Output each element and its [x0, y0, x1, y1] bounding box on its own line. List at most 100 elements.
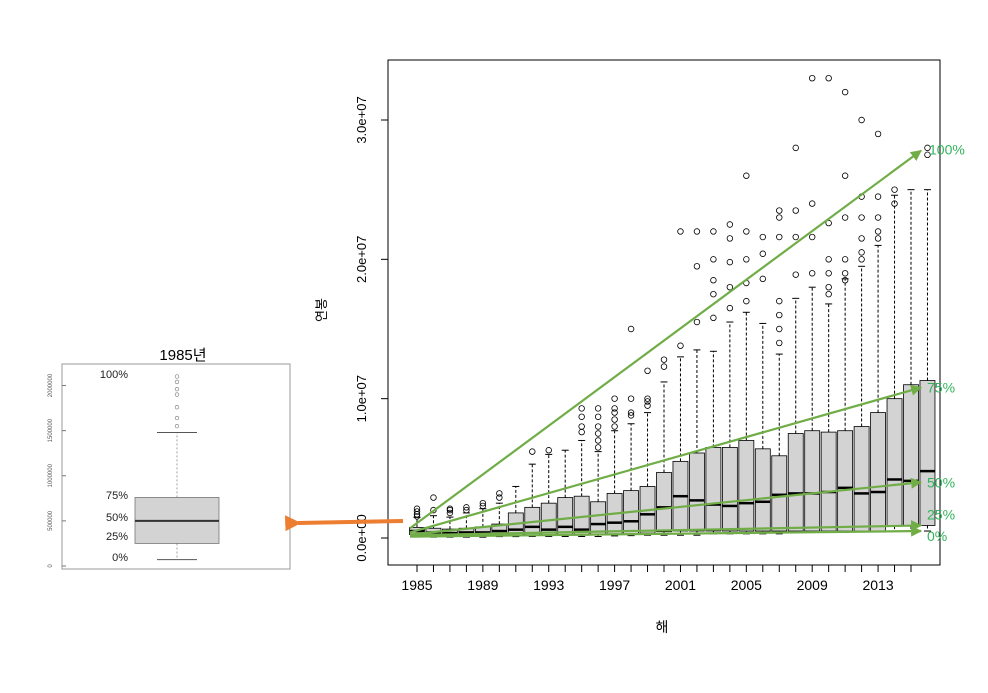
- inset-outlier-point: [174, 415, 180, 421]
- outlier-point: [578, 428, 585, 436]
- outlier-point: [677, 228, 684, 235]
- outlier-point: [578, 423, 585, 430]
- box-body: [886, 398, 903, 527]
- box-body: [919, 380, 936, 526]
- box-body: [820, 431, 837, 532]
- x-tick-label: 1989: [467, 577, 498, 593]
- outlier-point: [726, 221, 734, 228]
- outlier-point: [496, 490, 503, 497]
- outlier-point: [726, 235, 734, 242]
- outlier-point: [825, 270, 832, 277]
- outlier-point: [825, 219, 832, 227]
- box-body: [771, 455, 788, 532]
- outlier-point: [841, 277, 849, 284]
- outlier-point: [479, 499, 487, 507]
- outlier-point: [776, 207, 783, 214]
- box-2011: [837, 88, 854, 533]
- box-body: [870, 412, 886, 532]
- box-body: [837, 430, 854, 532]
- box-body: [787, 433, 804, 532]
- inset-outlier-point: [174, 379, 180, 385]
- box-body: [689, 452, 705, 532]
- outlier-point: [413, 508, 421, 515]
- box-2003: [705, 228, 722, 535]
- outlier-point: [891, 200, 898, 207]
- outlier-point: [413, 505, 421, 512]
- outlier-point: [825, 256, 832, 263]
- inset-outlier-point: [174, 423, 180, 429]
- trend-label: 0%: [927, 528, 947, 544]
- x-tick-label: 2005: [731, 577, 762, 593]
- box-1990: [491, 490, 508, 538]
- box-body: [557, 497, 574, 536]
- y-tick-label: 3.0e+07: [354, 96, 369, 143]
- inset-quantile-label: 25%: [106, 531, 128, 543]
- inset-outlier-point: [174, 386, 180, 392]
- box-2004: [721, 221, 738, 535]
- outlier-point: [446, 505, 454, 512]
- trend-lines: 100% 75% 50% 25% 0%: [409, 142, 965, 544]
- outlier-point: [858, 256, 865, 263]
- outlier-point: [578, 405, 585, 412]
- box-1988: [458, 504, 475, 538]
- box-2013: [870, 130, 886, 532]
- trend-line-25pct: [409, 520, 923, 537]
- outlier-point: [776, 297, 783, 305]
- outlier-point: [743, 228, 750, 235]
- inset-outlier-point: [174, 392, 180, 397]
- main-boxes: [409, 74, 936, 538]
- outlier-point: [924, 144, 931, 152]
- box-1993: [540, 447, 557, 537]
- outlier-point: [776, 214, 783, 221]
- outlier-point: [660, 356, 668, 363]
- box-body: [754, 448, 771, 532]
- outlier-point: [463, 504, 470, 511]
- outlier-point: [594, 413, 602, 420]
- outlier-point: [776, 311, 783, 319]
- trend-label: 75%: [927, 380, 955, 396]
- y-tick-label: 2.0e+07: [354, 236, 369, 283]
- box-body: [721, 447, 738, 532]
- outlier-point: [809, 233, 816, 241]
- outlier-point: [660, 363, 668, 370]
- outlier-point: [841, 270, 849, 277]
- box-1987: [442, 505, 458, 538]
- outlier-point: [825, 74, 832, 82]
- outlier-point: [611, 423, 618, 430]
- trend-label: 50%: [927, 474, 955, 490]
- outlier-point: [858, 116, 865, 124]
- box-body: [738, 440, 755, 532]
- outlier-point: [594, 423, 602, 430]
- outlier-point: [710, 256, 717, 263]
- outlier-point: [430, 494, 437, 501]
- box-2014: [886, 186, 903, 532]
- outlier-point: [874, 214, 882, 221]
- outlier-point: [792, 271, 799, 278]
- outlier-point: [529, 448, 536, 455]
- outlier-point: [743, 256, 750, 263]
- outlier-point: [726, 284, 734, 291]
- outlier-point: [710, 277, 717, 284]
- trend-line-0pct: [409, 525, 923, 538]
- inset-quantile-label: 0%: [112, 552, 128, 564]
- outlier-point: [644, 398, 651, 405]
- outlier-point: [743, 172, 750, 179]
- outlier-point: [825, 284, 832, 291]
- box-2007: [771, 207, 788, 535]
- outlier-point: [809, 200, 816, 207]
- outlier-point: [726, 304, 734, 312]
- outlier-point: [627, 412, 635, 419]
- outlier-point: [710, 314, 717, 322]
- outlier-point: [693, 228, 701, 235]
- inset-title: 1985년: [159, 347, 206, 364]
- outlier-point: [611, 409, 618, 416]
- outlier-point: [776, 325, 783, 333]
- zoom-arrow: [285, 515, 404, 532]
- outlier-point: [611, 405, 618, 412]
- outlier-point: [809, 270, 816, 277]
- outlier-point: [858, 214, 865, 221]
- trend-line-100pct: [409, 149, 922, 530]
- inset-outlier-point: [174, 405, 180, 410]
- inset-outlier-point: [174, 374, 180, 379]
